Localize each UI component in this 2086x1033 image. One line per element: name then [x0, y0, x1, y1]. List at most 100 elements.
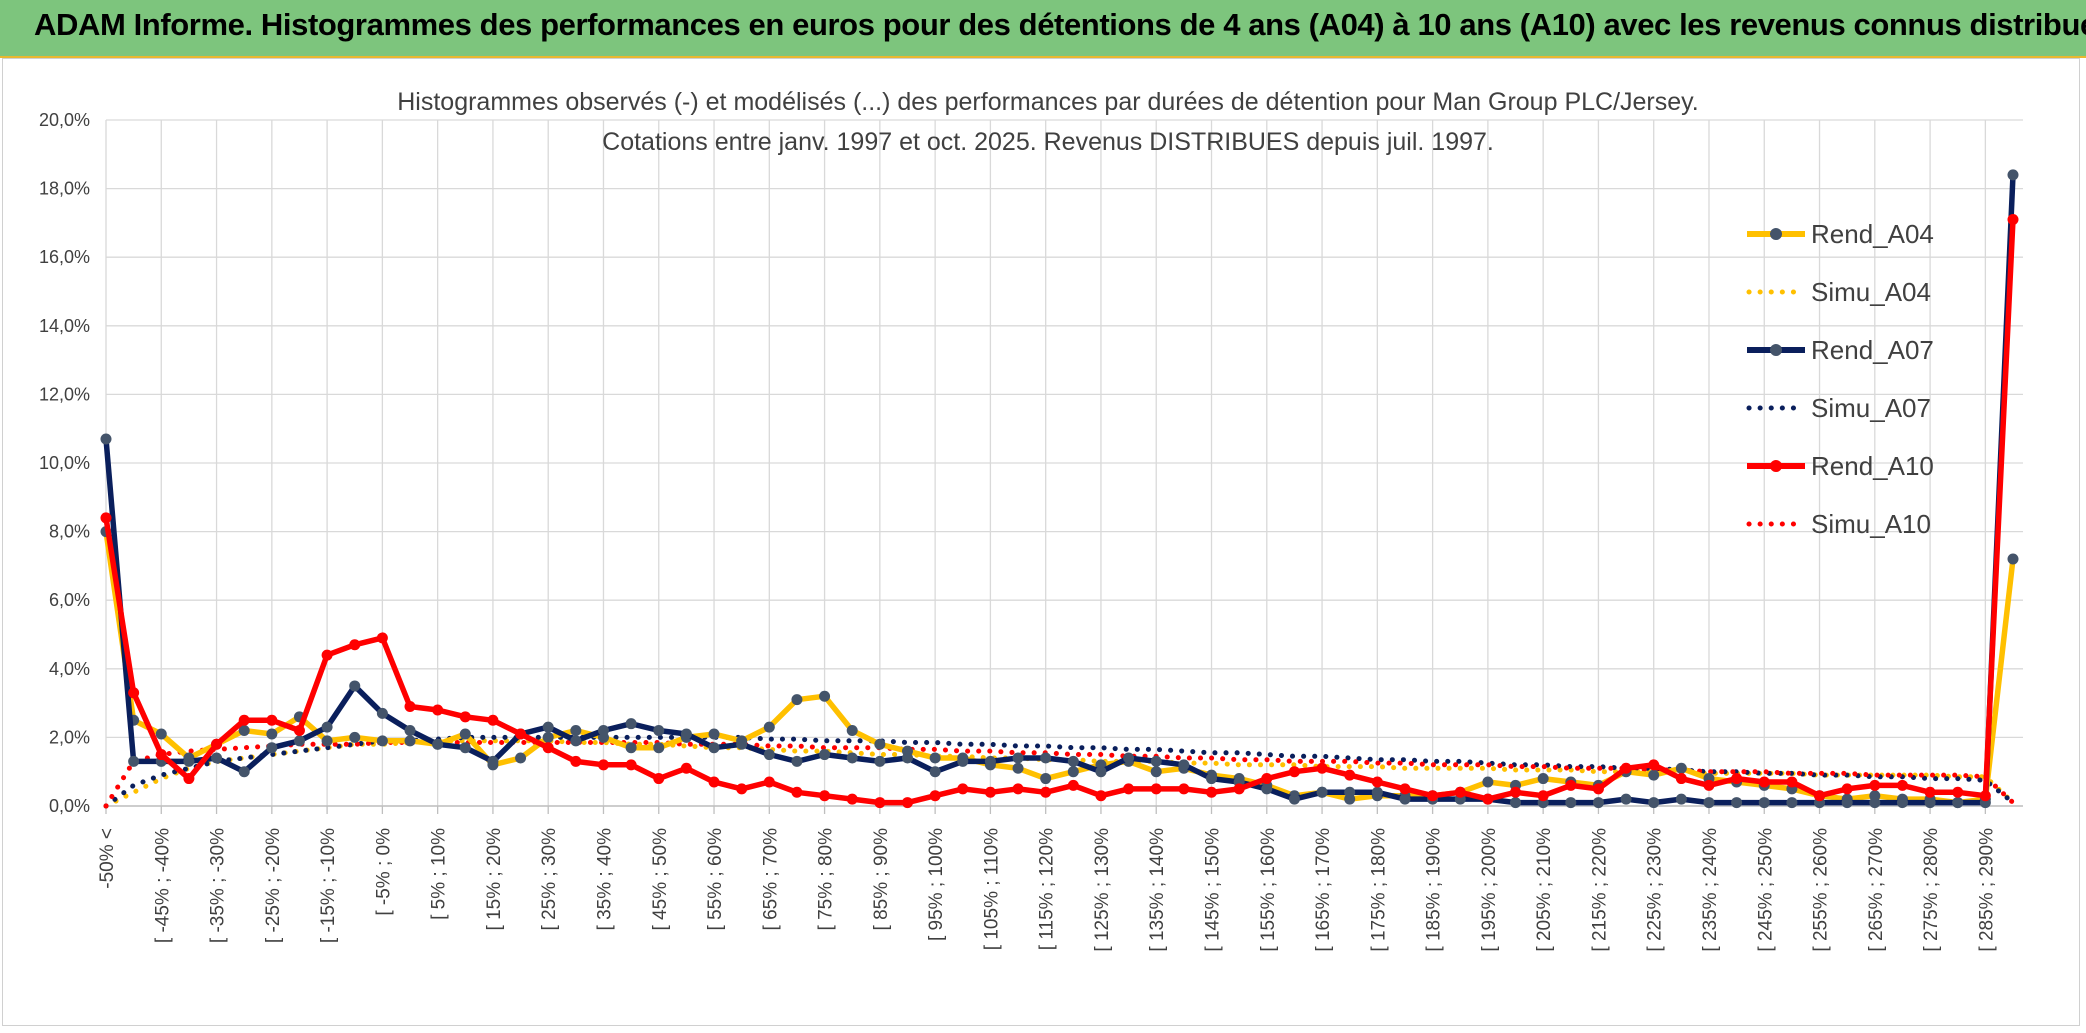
legend-item-simu-a04: Simu_A04	[1746, 277, 1931, 307]
data-point	[1675, 762, 1687, 774]
data-point	[1371, 786, 1383, 798]
data-point	[2007, 553, 2019, 565]
data-point	[1233, 783, 1245, 795]
data-point	[1896, 797, 1908, 809]
series-group	[100, 169, 2019, 809]
x-tick-label: [ 145% ; 150%	[1203, 828, 1224, 952]
data-point	[1703, 797, 1715, 809]
data-point	[1841, 783, 1853, 795]
data-point	[183, 755, 195, 767]
data-point	[874, 797, 886, 809]
data-point	[542, 742, 554, 754]
x-tick-label: [ 65% ; 70%	[760, 828, 781, 931]
data-point	[874, 755, 886, 767]
data-point	[1537, 790, 1549, 802]
data-point	[1814, 790, 1826, 802]
y-tick-label: 16,0%	[39, 247, 90, 267]
data-point	[376, 735, 388, 747]
data-point	[1095, 790, 1107, 802]
data-point	[487, 755, 499, 767]
x-tick-label: [ -15% ; -10%	[318, 828, 339, 943]
data-point	[1261, 773, 1273, 785]
data-point	[1758, 797, 1770, 809]
legend-marker	[1770, 344, 1782, 356]
data-point	[1786, 776, 1798, 788]
data-point	[763, 721, 775, 733]
data-point	[1206, 786, 1218, 798]
x-tick-label: [ -45% ; -40%	[152, 828, 173, 943]
data-point	[1316, 762, 1328, 774]
data-point	[1675, 793, 1687, 805]
series-rend-a07	[100, 169, 2019, 809]
data-point	[128, 755, 140, 767]
data-point	[570, 755, 582, 767]
axes: 0,0% 2,0% 4,0% 6,0% 8,0% 10,0% 12,0% 14,0% 16,0%…	[39, 110, 2023, 952]
x-tick-label: [ 275% ; 280%	[1921, 828, 1942, 952]
data-point	[736, 738, 748, 750]
data-point	[1150, 766, 1162, 778]
data-point	[376, 707, 388, 719]
data-point	[459, 742, 471, 754]
data-point	[763, 776, 775, 788]
page-title: ADAM Informe. Histogrammes des performan…	[34, 7, 2086, 42]
x-tick-label: [ 25% ; 30%	[539, 828, 560, 931]
data-point	[1261, 783, 1273, 795]
data-point	[1012, 752, 1024, 764]
data-point	[1565, 779, 1577, 791]
data-point	[1841, 797, 1853, 809]
x-tick-label: [ 215% ; 220%	[1589, 828, 1610, 952]
x-tick-label: [ 95% ; 100%	[926, 828, 947, 941]
legend-item-rend-a04: Rend_A04	[1747, 219, 1934, 249]
header-banner: ADAM Informe. Histogrammes des performan…	[0, 0, 2086, 58]
data-point	[1206, 773, 1218, 785]
data-point	[1123, 783, 1135, 795]
legend-label: Rend_A10	[1811, 451, 1934, 481]
data-point	[293, 725, 305, 737]
y-tick-label: 20,0%	[39, 110, 90, 130]
data-point	[1675, 773, 1687, 785]
legend-label: Rend_A04	[1811, 219, 1934, 249]
data-point	[155, 749, 167, 761]
data-point	[1620, 793, 1632, 805]
data-point	[2007, 169, 2019, 181]
data-point	[708, 776, 720, 788]
x-tick-label: [ 255% ; 260%	[1811, 828, 1832, 952]
data-point	[238, 766, 250, 778]
x-tick-label: [ 235% ; 240%	[1700, 828, 1721, 952]
data-point	[1924, 786, 1936, 798]
x-tick-label: [ 35% ; 40%	[594, 828, 615, 931]
data-point	[957, 783, 969, 795]
x-tick-label: -50% <	[97, 828, 118, 889]
data-point	[846, 752, 858, 764]
data-point	[680, 728, 692, 740]
data-point	[819, 749, 831, 761]
legend-item-rend-a10: Rend_A10	[1747, 451, 1934, 481]
data-point	[819, 790, 831, 802]
legend-marker	[1770, 228, 1782, 240]
legend: Rend_A04 Simu_A04 Rend_A07 Simu_A07 Rend_A10…	[1746, 219, 1934, 539]
data-point	[1012, 783, 1024, 795]
grid-lines	[105, 119, 2023, 807]
data-point	[625, 742, 637, 754]
data-point	[680, 762, 692, 774]
data-point	[1427, 790, 1439, 802]
data-point	[1178, 759, 1190, 771]
data-point	[1648, 797, 1660, 809]
x-tick-label: [ 5% ; 10%	[429, 828, 450, 920]
x-tick-label: [ 175% ; 180%	[1368, 828, 1389, 952]
chart-titles: Histogrammes observés (-) et modélisés (…	[397, 88, 1699, 156]
data-point	[542, 731, 554, 743]
data-point	[211, 738, 223, 750]
series-line	[103, 174, 2016, 806]
data-point	[1344, 786, 1356, 798]
data-point	[929, 752, 941, 764]
data-point	[1592, 797, 1604, 809]
x-tick-label: [ 165% ; 170%	[1313, 828, 1334, 952]
data-point	[625, 759, 637, 771]
data-point	[791, 755, 803, 767]
data-point	[155, 728, 167, 740]
data-point	[1371, 776, 1383, 788]
x-tick-label: [ 15% ; 20%	[484, 828, 505, 931]
x-tick-label: [ 225% ; 230%	[1645, 828, 1666, 952]
data-point	[1316, 786, 1328, 798]
